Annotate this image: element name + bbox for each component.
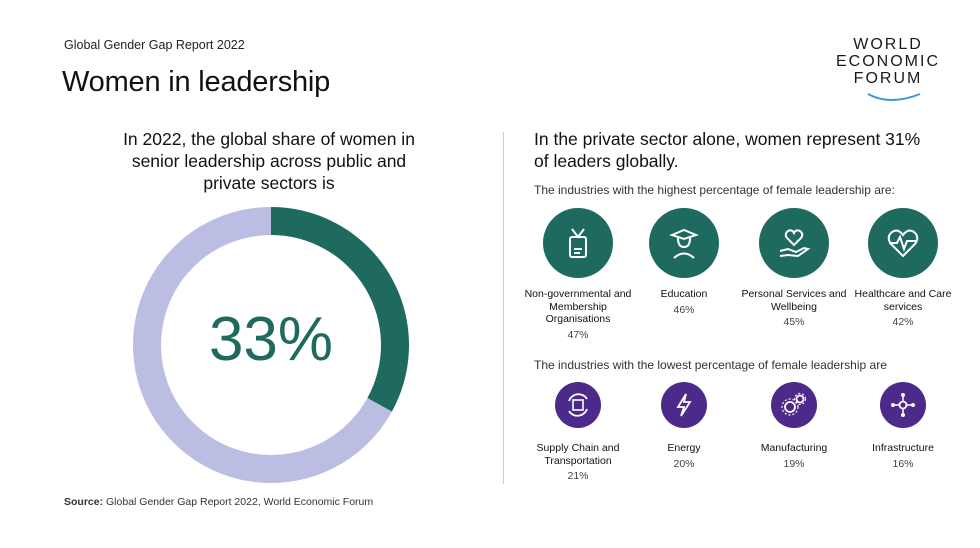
report-kicker: Global Gender Gap Report 2022 (64, 38, 245, 52)
column-divider (503, 132, 504, 484)
source-label: Source: (64, 496, 104, 508)
highest-label: The industries with the highest percenta… (534, 183, 895, 197)
industry-lowest-3: Manufacturing 19% (734, 382, 854, 470)
industry-pct: 42% (892, 316, 914, 328)
industry-pct: 47% (567, 328, 589, 341)
left-heading: In 2022, the global share of women in se… (123, 129, 415, 193)
logo-arc (867, 93, 921, 101)
industry-pct: 45% (783, 316, 805, 328)
donut-chart: 33% (133, 207, 409, 483)
donut-value-label: 33% (209, 305, 333, 374)
wef-logo: WORLD ECONOMIC FORUM (828, 36, 948, 106)
industry-pct: 19% (783, 457, 805, 470)
industry-pct: 46% (673, 303, 695, 316)
logo-line-3: FORUM (853, 70, 923, 87)
industry-name: Healthcare and Care services (854, 288, 952, 313)
industry-name: Energy (667, 442, 701, 454)
industry-pct: 16% (892, 457, 914, 470)
lowest-label: The industries with the lowest percentag… (534, 358, 887, 372)
lightning-icon (676, 393, 692, 417)
industry-lowest-1: Supply Chain and Transportation 21% (518, 382, 638, 482)
graduate-icon (669, 228, 699, 259)
heartbeat-icon (887, 229, 919, 258)
industry-icon-circle (649, 208, 719, 278)
industry-name: Non-governmental and Membership Organisa… (524, 288, 632, 325)
industry-lowest-2: Energy 20% (624, 382, 744, 470)
industry-name: Personal Services and Wellbeing (741, 288, 847, 313)
heart-hand-icon (779, 229, 811, 258)
industry-highest-4: Healthcare and Care services 42% (843, 208, 963, 328)
donut-slice-women (271, 207, 409, 412)
right-heading: In the private sector alone, women repre… (534, 129, 921, 171)
industry-icon-circle (759, 208, 829, 278)
id-badge-icon (569, 228, 587, 258)
industry-icon-circle (771, 382, 817, 428)
industry-icon-circle (880, 382, 926, 428)
logo-line-2: ECONOMIC (836, 53, 940, 70)
industry-pct: 21% (567, 470, 589, 482)
industry-icon-circle (543, 208, 613, 278)
industry-name: Manufacturing (760, 442, 828, 454)
industry-name: Supply Chain and Transportation (536, 442, 620, 467)
industry-highest-3: Personal Services and Wellbeing 45% (734, 208, 854, 328)
source-text: Global Gender Gap Report 2022, World Eco… (106, 496, 374, 508)
gears-icon (781, 392, 807, 416)
industry-name: Education (660, 288, 708, 300)
industry-name: Infrastructure (872, 442, 934, 454)
page-title: Women in leadership (62, 66, 331, 98)
industry-highest-1: Non-governmental and Membership Organisa… (518, 208, 638, 341)
industry-pct: 20% (673, 457, 695, 470)
logo-line-1: WORLD (853, 36, 923, 53)
industry-highest-2: Education 46% (624, 208, 744, 316)
industry-icon-circle (661, 382, 707, 428)
package-cycle-icon (568, 393, 588, 417)
industry-icon-circle (868, 208, 938, 278)
source-note: Source: Global Gender Gap Report 2022, W… (64, 496, 373, 508)
network-icon (891, 393, 915, 417)
industry-icon-circle (555, 382, 601, 428)
industry-lowest-4: Infrastructure 16% (843, 382, 963, 470)
